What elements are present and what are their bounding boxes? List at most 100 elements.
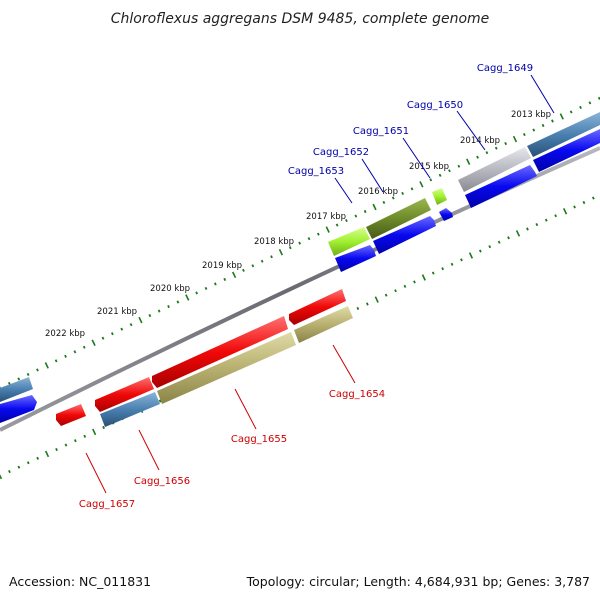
inner-tick xyxy=(488,245,492,249)
inner-tick xyxy=(478,249,482,253)
leader-1654 xyxy=(332,344,356,384)
outer-tick xyxy=(391,196,395,200)
gene-labels: Cagg_1649 Cagg_1650 Cagg_1651 Cagg_1652 … xyxy=(79,63,533,510)
gene-feature-blue-1652[interactable] xyxy=(373,216,436,254)
accession-text: Accession: NC_011831 xyxy=(9,574,151,589)
gene-label-cagg-1657[interactable]: Cagg_1657 xyxy=(79,499,135,510)
gene-feature-blue-1653[interactable] xyxy=(335,245,376,272)
gene-label-cagg-1654[interactable]: Cagg_1654 xyxy=(329,389,385,400)
outer-tick xyxy=(44,362,49,369)
gene-feature-red-1655[interactable] xyxy=(152,316,288,388)
gene-label-cagg-1649[interactable]: Cagg_1649 xyxy=(477,63,533,74)
outer-tick xyxy=(242,268,245,272)
outer-tick xyxy=(7,381,11,385)
kbp-label-2015: 2015 kbp xyxy=(409,162,449,172)
leader-1656 xyxy=(138,429,160,471)
gene-feature-blue-1651[interactable] xyxy=(439,208,453,221)
outer-tick xyxy=(569,110,573,114)
outer-tick xyxy=(82,345,86,349)
kbp-label-2020: 2020 kbp xyxy=(150,284,190,294)
outer-tick xyxy=(110,332,114,336)
gene-feature-steel-left[interactable] xyxy=(0,377,33,402)
leader-1650 xyxy=(456,110,486,151)
outer-tick xyxy=(410,187,414,191)
outer-tick xyxy=(522,133,526,137)
kbp-label-2021: 2021 kbp xyxy=(97,307,137,317)
outer-tick xyxy=(448,169,451,173)
outer-tick xyxy=(354,214,358,218)
outer-tick xyxy=(401,191,405,195)
inner-tick xyxy=(26,461,30,465)
inner-tick xyxy=(544,218,548,222)
gene-label-leaders xyxy=(85,74,555,494)
outer-tick xyxy=(532,128,536,132)
inner-tick xyxy=(384,293,388,297)
leader-1655 xyxy=(234,388,257,430)
gene-feature-blue-1649[interactable] xyxy=(533,129,600,172)
gene-feature-steel-1656[interactable] xyxy=(100,392,160,427)
inner-tick xyxy=(468,252,474,259)
gene-feature-grey[interactable] xyxy=(458,147,531,192)
gene-label-cagg-1653[interactable]: Cagg_1653 xyxy=(288,166,344,177)
outer-tick xyxy=(541,123,545,128)
leader-1651 xyxy=(402,137,431,179)
inner-tick xyxy=(394,289,397,293)
inner-tick-row xyxy=(0,196,595,480)
kbp-scale: 2013 kbp 2014 kbp 2015 kbp 2016 kbp 2017… xyxy=(45,110,551,339)
outer-tick xyxy=(176,300,180,304)
inner-tick xyxy=(64,443,68,447)
gene-feature-red-1654[interactable] xyxy=(289,289,346,325)
outer-tick xyxy=(457,164,461,168)
inner-tick xyxy=(55,448,58,452)
outer-tick xyxy=(438,173,442,177)
kbp-label-2022: 2022 kbp xyxy=(45,329,85,339)
topology-summary: Topology: circular; Length: 4,684,931 bp… xyxy=(246,574,590,589)
outer-tick xyxy=(559,113,564,120)
kbp-label-2017: 2017 kbp xyxy=(306,212,346,222)
inner-tick xyxy=(17,465,21,469)
inner-tick xyxy=(573,205,576,209)
gene-label-cagg-1651[interactable]: Cagg_1651 xyxy=(353,126,409,137)
outer-tick xyxy=(129,323,133,327)
outer-tick xyxy=(476,155,479,159)
inner-tick xyxy=(92,428,97,436)
outer-tick xyxy=(17,377,21,381)
outer-tick xyxy=(335,223,339,227)
outer-tick xyxy=(325,226,330,233)
outer-tick xyxy=(419,181,424,188)
kbp-label-2013: 2013 kbp xyxy=(511,110,551,120)
gene-label-cagg-1656[interactable]: Cagg_1656 xyxy=(134,476,190,487)
gene-feature-red-1656[interactable] xyxy=(95,377,154,412)
gene-feature-blue-left[interactable] xyxy=(0,395,37,423)
outer-tick xyxy=(307,237,311,241)
outer-tick xyxy=(36,368,39,372)
gene-label-cagg-1655[interactable]: Cagg_1655 xyxy=(231,434,287,445)
outer-tick xyxy=(120,327,124,331)
outer-tick xyxy=(512,135,518,143)
outer-tick xyxy=(298,241,302,245)
gene-label-cagg-1650[interactable]: Cagg_1650 xyxy=(407,100,463,111)
outer-tick xyxy=(466,158,471,165)
inner-tick xyxy=(365,302,369,306)
inner-tick xyxy=(507,236,510,240)
inner-tick xyxy=(73,439,77,443)
inner-tick xyxy=(413,280,416,284)
outer-tick xyxy=(138,316,143,324)
inner-tick xyxy=(356,306,360,310)
gene-feature-steel[interactable] xyxy=(527,112,600,157)
outer-tick xyxy=(270,255,273,259)
kbp-label-2014: 2014 kbp xyxy=(460,136,500,146)
inner-tick xyxy=(403,284,407,288)
gene-feature-lime-small[interactable] xyxy=(432,188,447,205)
gene-feature-blue-1650[interactable] xyxy=(465,165,537,208)
outer-tick xyxy=(54,359,58,363)
gene-feature-red-1657[interactable] xyxy=(56,404,86,426)
outer-tick xyxy=(429,178,433,182)
gene-feature-olive[interactable] xyxy=(366,198,431,239)
gene-feature-khaki-1655[interactable] xyxy=(157,332,296,404)
gene-feature-khaki-1654[interactable] xyxy=(294,306,353,343)
inner-tick xyxy=(431,271,435,275)
gene-label-cagg-1652[interactable]: Cagg_1652 xyxy=(313,147,369,158)
gene-feature-lime[interactable] xyxy=(328,227,370,256)
